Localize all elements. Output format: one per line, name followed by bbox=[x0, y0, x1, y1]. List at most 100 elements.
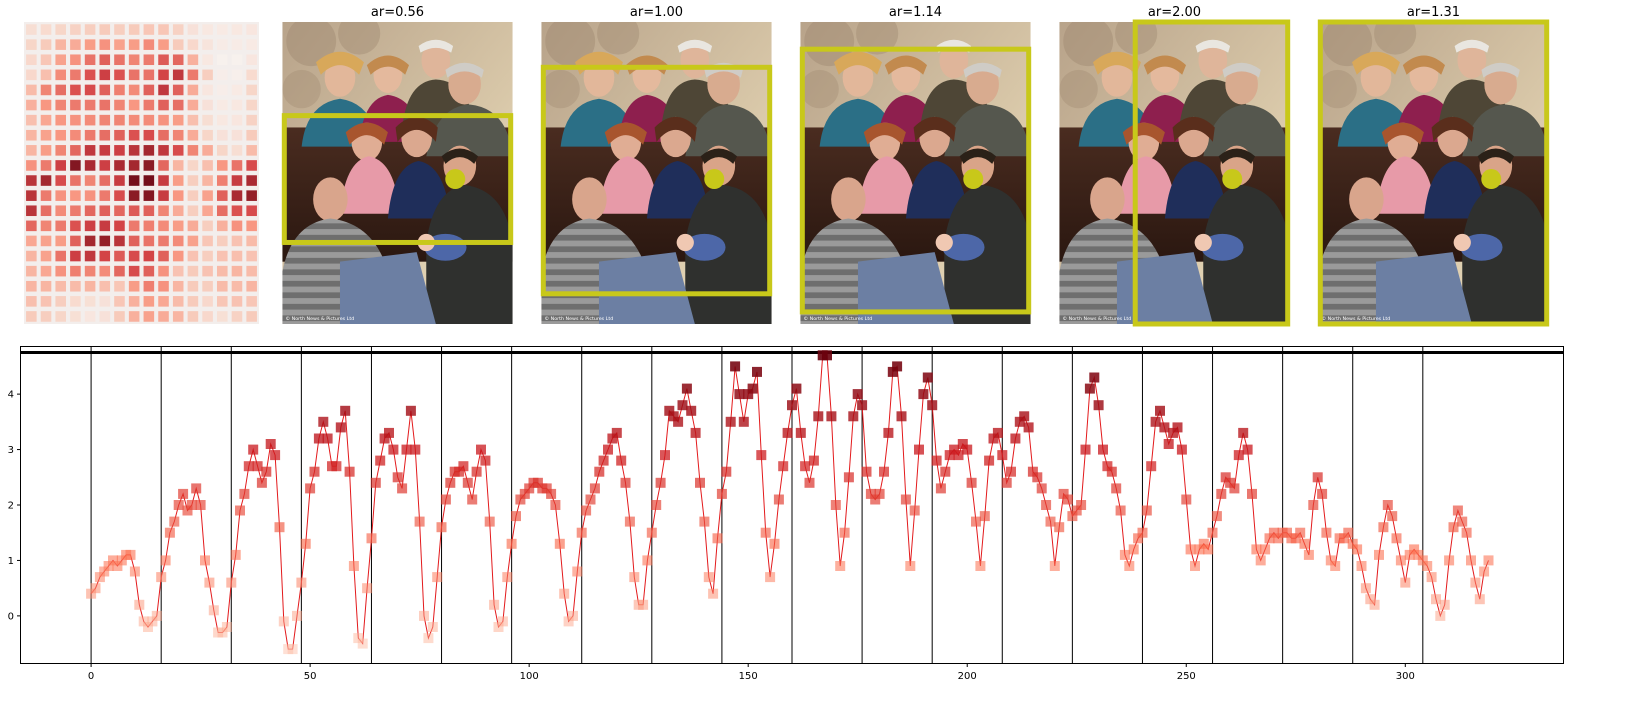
heatmap-cell bbox=[84, 265, 96, 277]
family-photo bbox=[1318, 22, 1549, 324]
heatmap-cell bbox=[26, 265, 37, 277]
data-point bbox=[1242, 444, 1253, 455]
heatmap-cell bbox=[26, 175, 37, 186]
heatmap-cell bbox=[128, 145, 140, 156]
heatmap-cell bbox=[158, 145, 169, 156]
data-point bbox=[541, 483, 552, 494]
heatmap-cell bbox=[26, 129, 37, 141]
data-point bbox=[1299, 538, 1310, 549]
heatmap-cell bbox=[70, 205, 81, 217]
heatmap-cell bbox=[40, 160, 52, 171]
data-point bbox=[642, 555, 653, 566]
heatmap-cell bbox=[246, 220, 257, 232]
heatmap-cell bbox=[114, 235, 125, 247]
data-point bbox=[861, 466, 872, 477]
data-point bbox=[1058, 488, 1069, 499]
data-point bbox=[1168, 427, 1179, 438]
data-point bbox=[392, 472, 403, 483]
heatmap-cell bbox=[143, 205, 155, 217]
heatmap-cell bbox=[128, 69, 140, 81]
data-point bbox=[1119, 549, 1130, 560]
family-photo bbox=[282, 22, 513, 324]
heatmap-cell bbox=[40, 175, 52, 186]
data-point bbox=[129, 566, 140, 577]
heatmap-cell bbox=[128, 84, 140, 96]
data-point bbox=[738, 416, 749, 427]
heatmap-cell bbox=[158, 39, 169, 50]
data-point bbox=[1098, 444, 1108, 455]
heatmap-cell bbox=[202, 280, 213, 292]
data-point bbox=[191, 483, 202, 494]
data-point bbox=[1045, 516, 1056, 527]
heatmap-cell bbox=[55, 39, 66, 50]
data-point bbox=[125, 549, 136, 560]
heatmap-cell bbox=[70, 99, 81, 111]
heatmap-cell bbox=[99, 69, 111, 81]
data-point bbox=[1146, 461, 1157, 472]
data-point bbox=[318, 416, 329, 427]
data-point bbox=[1483, 555, 1494, 566]
data-point bbox=[979, 511, 990, 522]
data-point bbox=[782, 427, 793, 438]
data-point bbox=[335, 422, 346, 433]
data-point bbox=[585, 494, 596, 505]
data-point bbox=[1431, 594, 1441, 605]
data-point bbox=[1273, 533, 1284, 544]
heatmap-cell bbox=[202, 296, 213, 307]
heatmap-cell bbox=[216, 99, 228, 111]
heatmap-cell bbox=[128, 190, 140, 201]
data-point bbox=[532, 477, 543, 488]
data-point bbox=[252, 461, 263, 472]
heatmap-cell bbox=[40, 296, 52, 307]
data-point bbox=[256, 477, 267, 488]
data-point bbox=[112, 561, 123, 571]
data-point bbox=[309, 466, 320, 477]
data-point bbox=[914, 444, 924, 455]
data-point bbox=[1080, 444, 1091, 455]
heatmap-cell bbox=[172, 190, 184, 201]
data-point bbox=[677, 400, 688, 411]
heatmap-cell bbox=[70, 280, 81, 292]
data-point bbox=[1321, 527, 1332, 538]
heatmap-cell bbox=[55, 69, 66, 81]
heatmap-cell bbox=[216, 190, 228, 201]
heatmap-cell bbox=[128, 54, 140, 66]
data-point bbox=[313, 433, 324, 444]
heatmap-cell bbox=[55, 235, 66, 247]
data-point bbox=[278, 616, 289, 627]
data-point bbox=[1360, 583, 1371, 594]
focus-point bbox=[445, 169, 466, 190]
heatmap-cell bbox=[84, 190, 96, 201]
data-point bbox=[1479, 566, 1490, 577]
heatmap-cell bbox=[143, 84, 155, 96]
data-point bbox=[519, 488, 530, 499]
heatmap-cell bbox=[99, 296, 111, 307]
heatmap-cell bbox=[216, 129, 228, 141]
data-point bbox=[90, 583, 101, 594]
data-point bbox=[935, 483, 946, 494]
data-point bbox=[756, 450, 767, 461]
heatmap-cell bbox=[99, 160, 111, 171]
heatmap-cell bbox=[202, 99, 213, 111]
heatmap-cell bbox=[99, 84, 111, 96]
heatmap-cell bbox=[187, 311, 199, 322]
data-point bbox=[94, 572, 105, 583]
data-point bbox=[1128, 544, 1139, 555]
heatmap-cell bbox=[40, 265, 52, 277]
data-point bbox=[778, 461, 789, 472]
heatmap-cell bbox=[99, 114, 111, 126]
heatmap-cell bbox=[114, 114, 125, 126]
heatmap-cell bbox=[84, 69, 96, 81]
heatmap-cell bbox=[216, 205, 228, 217]
data-point bbox=[559, 588, 570, 599]
heatmap-cell bbox=[128, 250, 140, 262]
data-point bbox=[787, 400, 797, 411]
data-point bbox=[1036, 483, 1047, 494]
data-point bbox=[581, 505, 592, 516]
heatmap-cell bbox=[114, 160, 125, 171]
heatmap-cell bbox=[40, 84, 52, 96]
data-point bbox=[1124, 561, 1135, 571]
data-point bbox=[953, 450, 964, 461]
heatmap-cell bbox=[114, 175, 125, 186]
data-point bbox=[1176, 444, 1187, 455]
